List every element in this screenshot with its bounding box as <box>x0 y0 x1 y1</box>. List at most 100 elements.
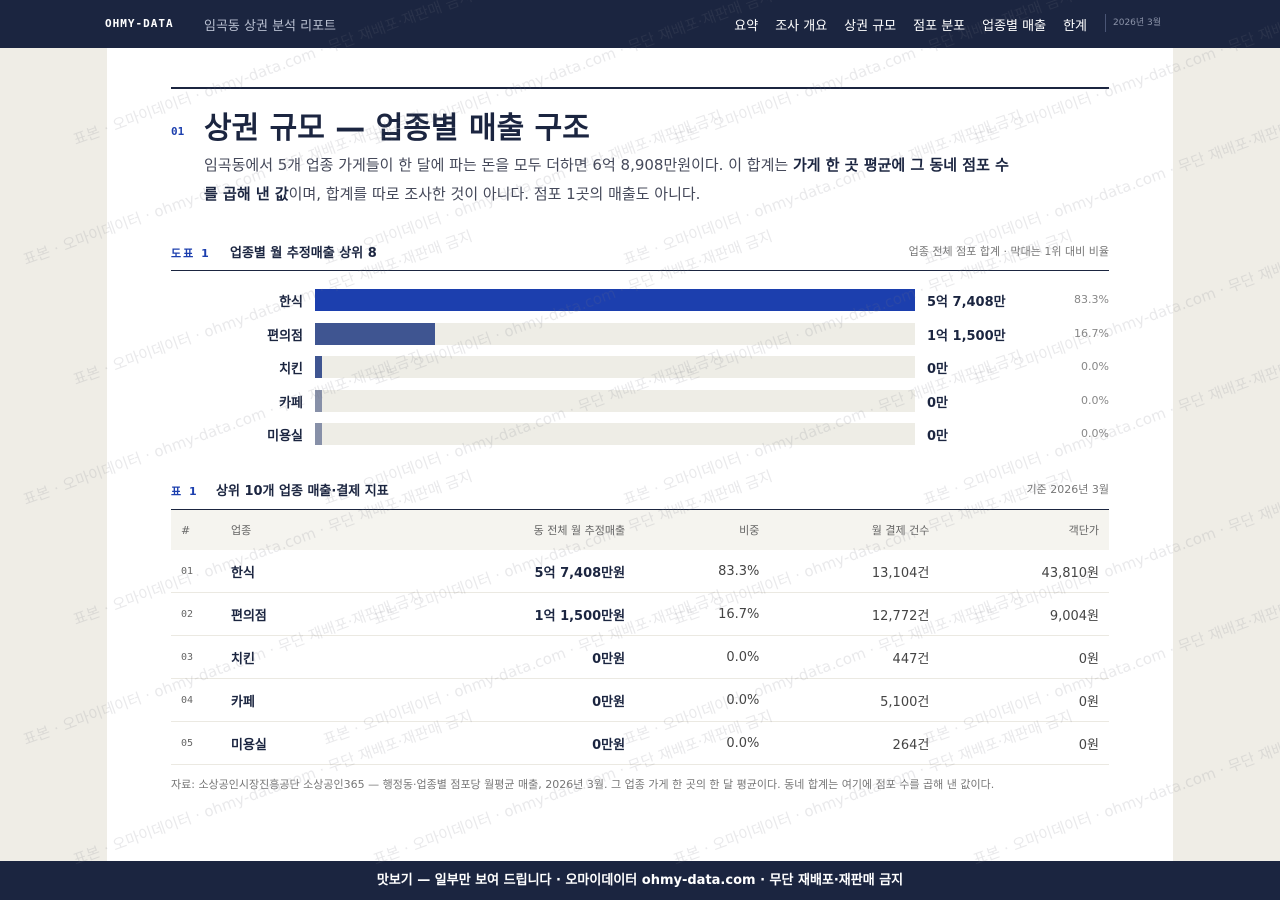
table-title: 상위 10개 업종 매출·결제 지표 <box>216 484 389 499</box>
report-date: 2026년 3월 <box>1105 14 1161 32</box>
column-header: 업종 <box>221 509 391 550</box>
bar <box>315 322 436 345</box>
figure-label: 도표 1 <box>171 247 211 260</box>
table-cell: 0만원 <box>391 678 636 722</box>
share-label: 16.7% <box>1074 326 1109 340</box>
bar-track <box>315 289 915 311</box>
text: 이며, 합계를 따로 조사한 것이 아니다. 점포 1곳의 매출도 아니다. <box>288 185 701 203</box>
value-label: 0만 <box>927 362 949 377</box>
bar <box>315 356 322 378</box>
table-cell: 0만원 <box>391 635 636 679</box>
bar <box>315 423 322 445</box>
table-row: 01 한식 5억 7,408만원 83.3% 13,104건 43,810원 <box>171 550 1109 593</box>
table-cell: 5,100건 <box>769 678 940 722</box>
table-row: 04 카페 0만원 0.0% 5,100건 0원 <box>171 678 1109 722</box>
table-cell: 01 <box>171 550 221 593</box>
top-nav: OHMY-DATA 임곡동 상권 분석 리포트 요약 조사 개요 상권 규모 점포 분… <box>0 0 1280 48</box>
table-cell: 0원 <box>939 721 1109 765</box>
column-header: 동 전체 월 추정매출 <box>391 509 636 550</box>
table-cell: 카페 <box>221 678 391 722</box>
table-body: 01 한식 5억 7,408만원 83.3% 13,104건 43,810원 02 편의점 1억… <box>171 550 1109 765</box>
value-label: 1억 1,500만 <box>927 328 1006 344</box>
table-label: 표 1 <box>171 485 199 498</box>
table-row: 05 미용실 0만원 0.0% 264건 0원 <box>171 721 1109 765</box>
source-note: 자료: 소상공인시장진흥공단 소상공인365 — 행정동·업종별 점포당 월평균… <box>171 778 995 791</box>
table-note: 기준 2026년 3월 <box>1026 483 1109 496</box>
nav-link[interactable]: 조사 개요 <box>775 19 828 34</box>
column-header: # <box>171 509 221 550</box>
table-caption: 표 1 상위 10개 업종 매출·결제 지표 기준 2026년 3월 <box>171 479 1109 499</box>
text: 임곡동에서 5개 업종 가게들이 한 달에 파는 돈을 모두 더하면 6억 8,… <box>204 156 793 174</box>
table-row: 03 치킨 0만원 0.0% 447건 0원 <box>171 635 1109 679</box>
share-label: 0.0% <box>1081 393 1109 407</box>
bar <box>315 289 915 311</box>
table-cell: 02 <box>171 592 221 636</box>
column-header: 비중 <box>635 509 770 550</box>
table-cell: 편의점 <box>221 592 391 636</box>
brand: OHMY-DATA <box>105 17 174 30</box>
table-cell: 264건 <box>769 721 940 765</box>
value-label: 0만 <box>927 395 949 411</box>
section-title: 상권 규모 — 업종별 매출 구조 <box>204 111 590 146</box>
bar-row: 치킨 0만 0.0% <box>171 356 1109 378</box>
share-label: 0.0% <box>1081 427 1109 440</box>
bar-row: 편의점 1억 1,500만 16.7% <box>171 322 1109 345</box>
bar-row: 미용실 0만 0.0% <box>171 423 1109 445</box>
table-cell: 43,810원 <box>939 550 1109 593</box>
table-cell: 0.0% <box>635 678 770 722</box>
emphasis: 가게 한 곳 평균에 그 동네 점포 수를 곱해 낸 값 <box>204 156 1009 203</box>
table-cell: 치킨 <box>221 635 391 679</box>
bar-label: 카페 <box>279 395 303 411</box>
figure-note: 업종 전체 점포 합계 · 막대는 1위 대비 비율 <box>908 245 1109 258</box>
value-label: 0만 <box>927 429 949 444</box>
nav-links: 요약 조사 개요 상권 규모 점포 분포 업종별 매출 한계 <box>734 15 1087 34</box>
bar-label: 편의점 <box>267 328 303 344</box>
nav-link[interactable]: 업종별 매출 <box>982 19 1047 34</box>
table-cell: 0.0% <box>635 635 770 679</box>
bar <box>315 389 322 412</box>
share-label: 0.0% <box>1081 360 1109 373</box>
table-cell: 447건 <box>769 635 940 679</box>
table-cell: 16.7% <box>635 592 770 636</box>
table-cell: 0원 <box>939 635 1109 679</box>
table-cell: 0원 <box>939 678 1109 722</box>
table-cell: 13,104건 <box>769 550 940 593</box>
table-cell: 12,772건 <box>769 592 940 636</box>
table-cell: 미용실 <box>221 721 391 765</box>
table-cell: 0만원 <box>391 721 636 765</box>
bar-track <box>315 356 915 378</box>
table-cell: 한식 <box>221 550 391 593</box>
table-cell: 83.3% <box>635 550 770 593</box>
data-table: # 업종 동 전체 월 추정매출 비중 월 결제 건수 객단가 01 한식 5억 7,408만원… <box>171 509 1109 765</box>
bar-track <box>315 423 915 445</box>
section-rule <box>171 87 1109 89</box>
bar-label: 한식 <box>279 295 303 310</box>
nav-link[interactable]: 요약 <box>734 19 759 34</box>
report-title: 임곡동 상권 분석 리포트 <box>204 19 336 34</box>
table-cell: 5억 7,408만원 <box>391 550 636 593</box>
nav-link[interactable]: 한계 <box>1063 19 1087 34</box>
column-header: 객단가 <box>939 509 1109 550</box>
section-number: 01 <box>171 125 185 138</box>
bar-label: 미용실 <box>267 429 303 444</box>
divider <box>171 270 1109 271</box>
content: 01 상권 규모 — 업종별 매출 구조 임곡동에서 5개 업종 가게들이 한 … <box>107 48 1173 861</box>
bar-row: 한식 5억 7,408만 83.3% <box>171 289 1109 311</box>
figure-title: 업종별 월 추정매출 상위 8 <box>230 246 377 261</box>
section-text: 임곡동에서 5개 업종 가게들이 한 달에 파는 돈을 모두 더하면 6억 8,… <box>204 151 1014 209</box>
bar-row: 카페 0만 0.0% <box>171 389 1109 412</box>
table-cell: 1억 1,500만원 <box>391 592 636 636</box>
column-header: 월 결제 건수 <box>769 509 940 550</box>
table-cell: 04 <box>171 678 221 722</box>
nav-link[interactable]: 상권 규모 <box>844 19 897 34</box>
figure-caption: 도표 1 업종별 월 추정매출 상위 8 업종 전체 점포 합계 · 막대는 1… <box>171 241 1109 261</box>
table-cell: 9,004원 <box>939 592 1109 636</box>
table-cell: 03 <box>171 635 221 679</box>
preview-banner: 맛보기 — 일부만 보여 드립니다 · 오마이데이터 ohmy-data.com… <box>0 861 1280 900</box>
table-cell: 05 <box>171 721 221 765</box>
bar-track <box>315 322 915 345</box>
share-label: 83.3% <box>1074 293 1109 306</box>
bar-label: 치킨 <box>279 362 303 377</box>
nav-link[interactable]: 점포 분포 <box>913 19 966 34</box>
